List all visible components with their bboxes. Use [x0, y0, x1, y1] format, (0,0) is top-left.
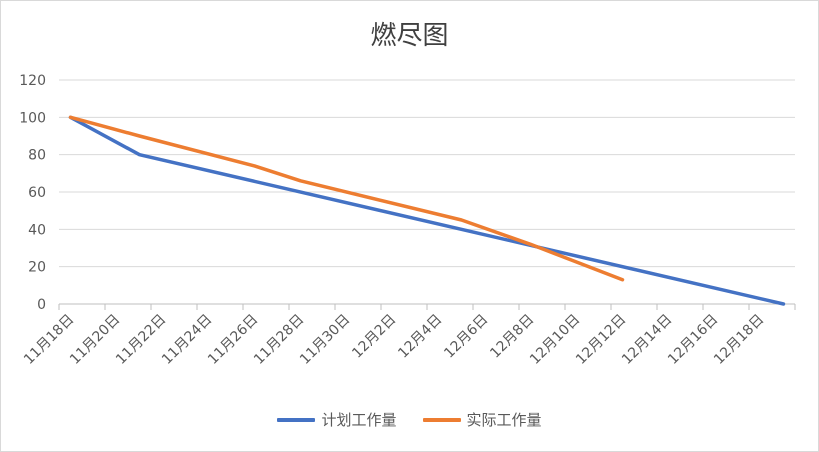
chart-title: 燃尽图: [370, 21, 449, 51]
y-tick-label: 40: [28, 222, 46, 238]
series-lines: [68, 115, 786, 306]
x-axis: 11月18日11月20日11月22日11月24日11月26日11月28日11月3…: [21, 303, 796, 368]
legend-label-actual: 实际工作量: [466, 411, 542, 429]
y-tick-label: 80: [28, 148, 46, 164]
gridlines: [59, 79, 795, 268]
legend: 计划工作量 实际工作量: [1, 409, 818, 430]
legend-entry-actual: 实际工作量: [422, 409, 542, 430]
legend-swatch-actual: [422, 417, 461, 422]
y-tick-label: 60: [28, 185, 46, 201]
burndown-chart: 0 20 40 60 80 100 120 11月18日11月20日11月22日11月24日…: [19, 73, 796, 368]
legend-label-plan: 计划工作量: [321, 411, 397, 429]
x-tick-label: 12月18日: [711, 312, 767, 368]
x-tick-label: 12月4日: [395, 312, 445, 362]
y-tick-label: 120: [19, 73, 46, 89]
x-tick-label: 11月30日: [297, 312, 353, 368]
y-tick-label: 100: [19, 110, 46, 126]
legend-entry-plan: 计划工作量: [277, 409, 397, 430]
y-tick-label: 20: [28, 260, 46, 276]
y-tick-label: 0: [37, 297, 46, 313]
y-axis: 0 20 40 60 80 100 120: [19, 73, 46, 313]
series-line-actual: [68, 115, 625, 282]
x-tick-label: 12月6日: [441, 312, 491, 362]
series-line-plan: [68, 115, 786, 306]
x-tick-label: 12月2日: [349, 312, 399, 362]
legend-swatch-plan: [277, 417, 316, 422]
